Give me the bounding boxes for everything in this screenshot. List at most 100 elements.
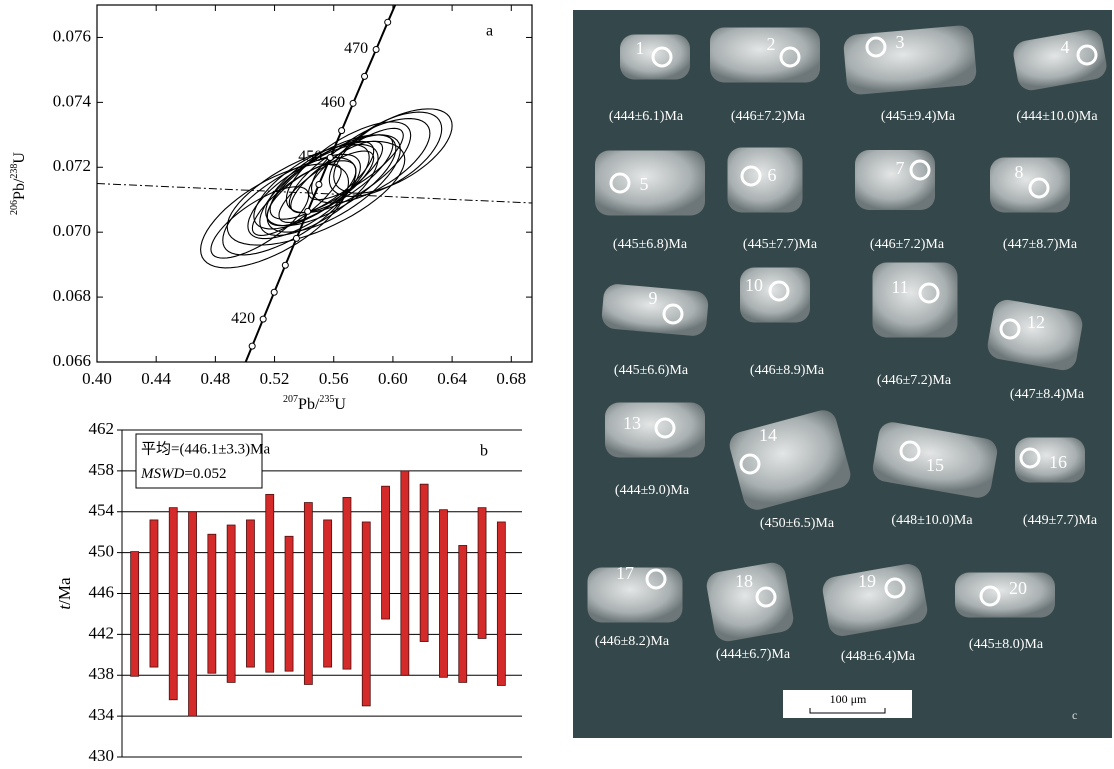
grain-age: (448±10.0)Ma	[891, 513, 973, 528]
bar	[324, 520, 332, 667]
label-part: 206	[9, 200, 20, 215]
x-tick-label: 0.52	[260, 369, 290, 388]
mean-label: 平均=(446.1±3.3)Ma	[141, 440, 271, 457]
grain-age: (445±6.8)Ma	[613, 237, 688, 252]
y-tick-label: 0.066	[53, 351, 91, 370]
concordia-point	[373, 46, 379, 52]
y-tick-label: 0.074	[53, 91, 92, 110]
bar	[401, 471, 409, 675]
grain-number: 13	[623, 413, 641, 433]
zircon-grain	[955, 573, 1055, 618]
grain-number: 10	[745, 275, 763, 295]
grain-age: (447±8.7)Ma	[1003, 237, 1078, 252]
concordia-point	[249, 343, 255, 349]
y-tick-label: 0.072	[53, 156, 91, 175]
grain-age: (445±6.6)Ma	[614, 363, 689, 378]
label-part: 207	[283, 394, 298, 405]
bar	[285, 536, 293, 671]
grain-age: (445±7.7)Ma	[743, 237, 818, 252]
label-part: U	[11, 152, 28, 164]
grain-number: 16	[1049, 452, 1067, 472]
plot-area	[97, 0, 532, 376]
bar	[497, 522, 505, 686]
x-tick-label: 0.44	[141, 369, 171, 388]
grain-age: (444±9.0)Ma	[615, 483, 690, 498]
concordia-point	[238, 370, 244, 376]
zircon-grain	[620, 35, 690, 80]
grain-number: 18	[735, 571, 753, 591]
bar	[343, 497, 351, 669]
y-tick-label: 434	[89, 705, 115, 724]
grain-age: (447±8.4)Ma	[1010, 387, 1085, 402]
grain-number: 9	[649, 288, 658, 308]
grain-number: 5	[640, 174, 649, 194]
grain-age: (446±7.2)Ma	[870, 237, 945, 252]
label-part: U	[334, 396, 346, 413]
y-tick-label: 450	[89, 542, 115, 561]
label-part: =0.052	[184, 466, 226, 482]
age-label: 470	[344, 40, 368, 57]
grain-age: (444±10.0)Ma	[1016, 109, 1098, 124]
y-tick-label: 458	[89, 460, 115, 479]
y-tick-label: 446	[89, 582, 115, 601]
panel-label: c	[1072, 708, 1077, 722]
bar	[304, 503, 312, 685]
x-tick-label: 0.48	[200, 369, 230, 388]
y-axis-label: 206Pb/238U	[9, 152, 28, 215]
age-label: 460	[321, 94, 345, 111]
x-tick-label: 0.64	[437, 369, 467, 388]
grain-age: (444±6.7)Ma	[716, 647, 791, 662]
label-part: MSWD	[140, 466, 184, 482]
label-part: 235	[319, 394, 334, 405]
bar	[439, 510, 447, 678]
bar	[459, 545, 467, 682]
grain-age: (446±8.9)Ma	[750, 363, 825, 378]
label-part: Pb/	[11, 178, 28, 200]
x-tick-label: 0.68	[496, 369, 526, 388]
zircon-grain	[728, 148, 803, 213]
zircon-grain	[873, 263, 958, 338]
concordia-point	[271, 289, 277, 295]
grain-number: 1	[636, 38, 645, 58]
grain-age: (446±7.2)Ma	[731, 109, 806, 124]
panel-label: b	[480, 443, 488, 460]
grain-age: (446±7.2)Ma	[877, 373, 952, 388]
grain-number: 20	[1009, 578, 1027, 598]
bar	[246, 520, 254, 667]
grain-number: 17	[616, 563, 634, 583]
plot-frame	[97, 5, 532, 362]
x-tick-label: 0.40	[82, 369, 112, 388]
concordia-point	[385, 19, 391, 25]
y-tick-label: 442	[89, 623, 115, 642]
y-tick-label: 0.070	[53, 221, 91, 240]
grain-number: 8	[1015, 162, 1024, 182]
grain-age: (445±9.4)Ma	[881, 109, 956, 124]
y-tick-label: 430	[89, 746, 115, 765]
bar	[131, 552, 139, 677]
grain-age: (449±7.7)Ma	[1023, 513, 1098, 528]
bar	[169, 508, 177, 700]
grain-number: 6	[768, 165, 777, 185]
zircon-grain	[588, 568, 683, 623]
label-part: Pb/	[298, 396, 320, 413]
zircon-grain	[843, 24, 978, 95]
concordia-point	[339, 128, 345, 134]
concordia-point	[327, 155, 333, 161]
age-label: 450	[298, 148, 322, 165]
y-tick-label: 454	[89, 501, 115, 520]
grain-number: 15	[926, 455, 944, 475]
x-axis-label: 207Pb/235U	[283, 394, 346, 413]
bar	[150, 520, 158, 667]
y-tick-label: 0.076	[53, 26, 91, 45]
x-tick-label: 0.60	[378, 369, 408, 388]
panel-label: a	[486, 23, 493, 40]
grain-number: 2	[767, 34, 776, 54]
concordia-point	[305, 208, 311, 214]
grain-age: (450±6.5)Ma	[760, 516, 835, 531]
mswd-label: MSWD=0.052	[140, 466, 227, 482]
concordia-point	[362, 73, 368, 79]
age-label: 420	[231, 310, 255, 327]
concordia-point	[293, 235, 299, 241]
label-part: /Ma	[55, 577, 74, 605]
bar	[208, 534, 216, 673]
